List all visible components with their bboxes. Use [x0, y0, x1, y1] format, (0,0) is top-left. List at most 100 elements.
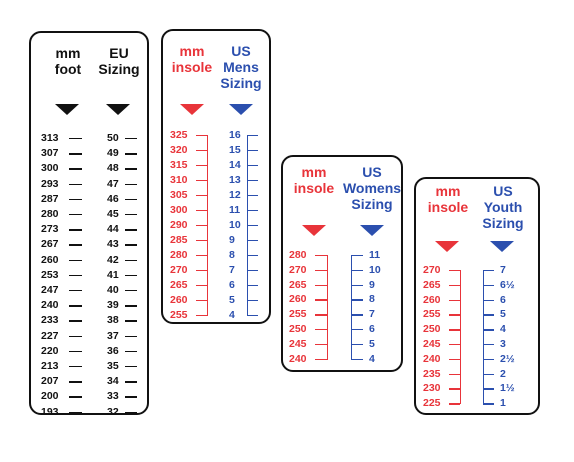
mm-tick: [69, 153, 82, 155]
mm-value-label: 260: [41, 253, 59, 266]
mm-value-label: 233: [41, 314, 59, 327]
mm-tick: [69, 183, 82, 185]
size-value-label: 13: [229, 174, 241, 186]
size-value-label: 11: [369, 249, 381, 261]
size-value-label: 38: [107, 314, 119, 327]
size-tick: [125, 411, 137, 413]
mm-tick: [196, 255, 207, 257]
size-value-label: 35: [107, 360, 119, 372]
mm-value-label: 293: [41, 177, 59, 190]
size-value-label: 48: [107, 162, 119, 175]
size-tick: [125, 168, 137, 170]
size-tick: [125, 274, 137, 277]
size-value-label: 43: [107, 238, 119, 251]
mm-tick: [69, 320, 82, 322]
mm-value-label: 260: [423, 293, 441, 306]
header-line: foot: [54, 61, 82, 77]
size-tick: [125, 244, 137, 246]
mm-tick: [449, 373, 460, 375]
mm-value-label: 290: [170, 219, 188, 231]
header-line: Sizing: [220, 75, 262, 91]
size-tick: [125, 335, 137, 337]
size-tick: [125, 153, 137, 155]
mm-value-label: 235: [423, 367, 441, 380]
header-line: mm: [179, 43, 205, 59]
us-youth-sizing-chart: mm insole US Youth Sizing 270 7 265 6½ 260 6 255 5 25…: [414, 177, 540, 415]
right-column-header: EU Sizing: [89, 45, 149, 77]
mm-tick: [196, 165, 207, 167]
mm-tick: [449, 299, 460, 301]
size-tick: [125, 259, 137, 261]
left-column-header: mm foot: [38, 45, 98, 77]
mm-value-label: 307: [41, 147, 59, 160]
size-tick: [351, 269, 363, 272]
mm-value-label: 253: [41, 268, 59, 281]
mm-value-label: 240: [289, 352, 307, 365]
mm-value-label: 255: [170, 309, 188, 321]
size-value-label: 6½: [500, 278, 515, 291]
size-value-label: 4: [500, 323, 506, 336]
down-arrow-icon: [360, 225, 384, 236]
size-tick: [247, 285, 258, 287]
mm-value-label: 300: [170, 204, 188, 216]
down-arrow-icon: [302, 225, 326, 236]
mm-tick: [196, 300, 207, 302]
right-scale-axis: [351, 255, 353, 360]
size-value-label: 41: [107, 268, 119, 281]
mm-value-label: 313: [41, 132, 59, 144]
size-tick: [125, 183, 137, 185]
header-line: insole: [171, 59, 213, 75]
left-scale-axis: [207, 135, 209, 316]
mm-tick: [69, 138, 82, 140]
header-line: insole: [427, 199, 469, 215]
size-value-label: 47: [107, 177, 119, 190]
mm-value-label: 320: [170, 144, 188, 156]
mm-tick: [449, 358, 460, 361]
mm-tick: [196, 315, 207, 317]
header-line: mm: [301, 164, 327, 180]
mm-tick: [69, 396, 82, 398]
size-tick: [247, 270, 258, 272]
mm-tick: [315, 343, 327, 346]
size-value-label: 5: [369, 337, 375, 350]
mm-value-label: 315: [170, 159, 188, 171]
mm-tick: [449, 329, 460, 331]
mm-value-label: 265: [289, 278, 307, 291]
size-value-label: 4: [229, 309, 235, 321]
mm-tick: [315, 314, 327, 316]
mm-value-label: 200: [41, 390, 59, 403]
mm-tick: [196, 225, 207, 227]
down-arrow-icon: [55, 104, 79, 115]
size-value-label: 42: [107, 253, 119, 266]
left-scale-axis: [327, 255, 329, 360]
size-tick: [483, 358, 494, 361]
mm-value-label: 270: [423, 264, 441, 276]
size-value-label: 9: [369, 278, 375, 291]
mm-value-label: 240: [423, 352, 441, 365]
size-value-label: 16: [229, 129, 241, 141]
mm-tick: [69, 381, 82, 383]
mm-tick: [69, 411, 82, 413]
down-arrow-icon: [229, 104, 253, 115]
right-column-header: US Youth Sizing: [473, 183, 533, 231]
mm-tick: [315, 255, 327, 257]
size-value-label: 15: [229, 144, 241, 156]
size-value-label: 34: [107, 375, 119, 388]
size-value-label: 6: [229, 279, 235, 291]
mm-value-label: 227: [41, 329, 59, 342]
down-arrow-icon: [435, 241, 459, 252]
size-tick: [125, 138, 137, 140]
size-value-label: 33: [107, 390, 119, 403]
header-line: insole: [293, 180, 335, 196]
mm-value-label: 305: [170, 189, 188, 201]
mm-value-label: 265: [423, 278, 441, 291]
mm-tick: [69, 290, 82, 292]
mm-value-label: 325: [170, 129, 188, 141]
size-tick: [125, 350, 137, 353]
size-tick: [247, 315, 258, 317]
mm-tick: [196, 210, 207, 212]
size-tick: [125, 290, 137, 292]
mm-tick: [449, 270, 460, 272]
size-value-label: 2: [500, 367, 506, 380]
mm-tick: [196, 285, 207, 287]
